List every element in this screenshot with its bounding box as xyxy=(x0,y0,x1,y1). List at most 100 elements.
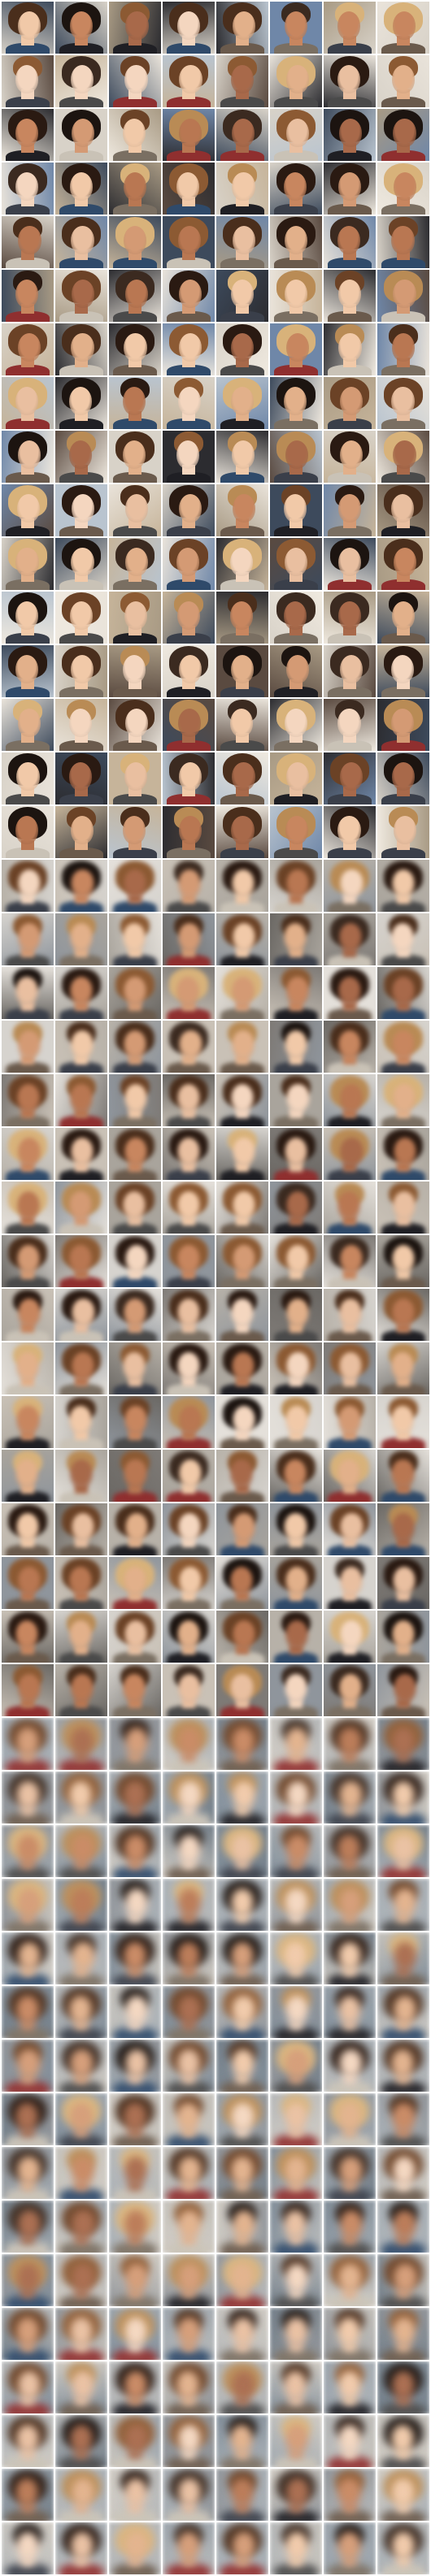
neck-shape xyxy=(128,2127,141,2137)
face-thumbnail xyxy=(109,1182,161,1234)
face-shape xyxy=(286,118,310,148)
face-thumbnail xyxy=(377,1932,429,1984)
shoulders-shape xyxy=(113,740,157,751)
face-shape xyxy=(285,976,309,1006)
shoulders-shape xyxy=(113,258,157,268)
face-thumbnail xyxy=(216,699,268,751)
face-thumbnail xyxy=(377,2415,429,2467)
face-shape xyxy=(69,2102,94,2132)
neck-shape xyxy=(182,250,195,260)
shoulders-shape xyxy=(6,418,50,429)
shoulders-shape xyxy=(113,2027,157,2038)
face-shape xyxy=(71,654,94,684)
face-shape xyxy=(337,2478,361,2508)
face-shape xyxy=(232,1351,255,1381)
face-thumbnail xyxy=(55,1289,107,1341)
shoulders-shape xyxy=(167,794,211,804)
shoulders-shape xyxy=(220,687,264,697)
shoulders-shape xyxy=(328,955,372,965)
neck-shape xyxy=(75,2449,88,2459)
face-shape xyxy=(17,440,41,470)
face-thumbnail xyxy=(377,1074,429,1126)
face-shape xyxy=(285,654,310,684)
shoulders-shape xyxy=(167,2081,211,2092)
shoulders-shape xyxy=(113,955,157,965)
neck-shape xyxy=(397,1162,410,1172)
shoulders-shape xyxy=(220,1491,264,1502)
neck-shape xyxy=(343,1484,356,1494)
face-shape xyxy=(178,1673,202,1703)
neck-shape xyxy=(290,1698,303,1708)
face-shape xyxy=(17,1566,41,1596)
face-shape xyxy=(178,815,202,845)
face-thumbnail xyxy=(163,1772,215,1824)
neck-shape xyxy=(182,1323,195,1333)
neck-shape xyxy=(236,1216,249,1225)
neck-shape xyxy=(21,1001,34,1011)
face-thumbnail xyxy=(2,538,54,590)
face-thumbnail xyxy=(55,1932,107,1984)
face-thumbnail xyxy=(216,2308,268,2360)
neck-shape xyxy=(290,411,303,421)
face-shape xyxy=(284,279,308,309)
face-shape xyxy=(125,279,149,309)
shoulders-shape xyxy=(6,2457,50,2467)
face-thumbnail xyxy=(377,1825,429,1877)
neck-shape xyxy=(290,2449,303,2459)
face-thumbnail xyxy=(377,1289,429,1341)
shoulders-shape xyxy=(167,1759,211,1770)
shoulders-shape xyxy=(274,1598,318,1609)
face-shape xyxy=(72,2210,95,2240)
face-thumbnail xyxy=(109,163,161,215)
shoulders-shape xyxy=(328,2457,372,2467)
neck-shape xyxy=(236,894,249,904)
face-shape xyxy=(286,1298,310,1328)
shoulders-shape xyxy=(6,1384,50,1394)
neck-shape xyxy=(128,787,141,796)
face-shape xyxy=(177,1941,201,1971)
neck-shape xyxy=(236,518,249,528)
neck-shape xyxy=(182,1645,195,1654)
neck-shape xyxy=(343,2396,356,2405)
neck-shape xyxy=(343,143,356,153)
face-thumbnail xyxy=(55,860,107,912)
shoulders-shape xyxy=(167,526,211,536)
shoulders-shape xyxy=(220,1223,264,1234)
neck-shape xyxy=(21,626,34,635)
shoulders-shape xyxy=(220,2296,264,2306)
shoulders-shape xyxy=(167,1706,211,1716)
neck-shape xyxy=(343,2020,356,2030)
neck-shape xyxy=(21,36,34,46)
face-thumbnail xyxy=(270,806,322,858)
face-thumbnail xyxy=(216,2147,268,2199)
face-thumbnail xyxy=(55,1825,107,1877)
face-shape xyxy=(68,1566,93,1596)
neck-shape xyxy=(182,1108,195,1118)
neck-shape xyxy=(21,2449,34,2459)
neck-shape xyxy=(236,2288,249,2298)
face-thumbnail xyxy=(216,913,268,965)
shoulders-shape xyxy=(59,365,103,375)
neck-shape xyxy=(182,894,195,904)
neck-shape xyxy=(75,1484,88,1494)
neck-shape xyxy=(21,358,34,367)
neck-shape xyxy=(397,679,410,689)
shoulders-shape xyxy=(167,1545,211,1555)
neck-shape xyxy=(75,411,88,421)
face-shape xyxy=(339,440,363,470)
face-thumbnail xyxy=(2,2415,54,2467)
face-shape xyxy=(177,1244,201,1274)
shoulders-shape xyxy=(220,2081,264,2092)
face-thumbnail xyxy=(109,431,161,483)
shoulders-shape xyxy=(167,1438,211,1448)
shoulders-shape xyxy=(274,2188,318,2199)
face-thumbnail xyxy=(377,1396,429,1448)
face-thumbnail xyxy=(163,2522,215,2574)
shoulders-shape xyxy=(381,1867,425,1877)
shoulders-shape xyxy=(59,740,103,751)
neck-shape xyxy=(397,1806,410,1815)
face-thumbnail xyxy=(377,323,429,375)
face-thumbnail xyxy=(270,1611,322,1663)
neck-shape xyxy=(75,894,88,904)
neck-shape xyxy=(182,2020,195,2030)
